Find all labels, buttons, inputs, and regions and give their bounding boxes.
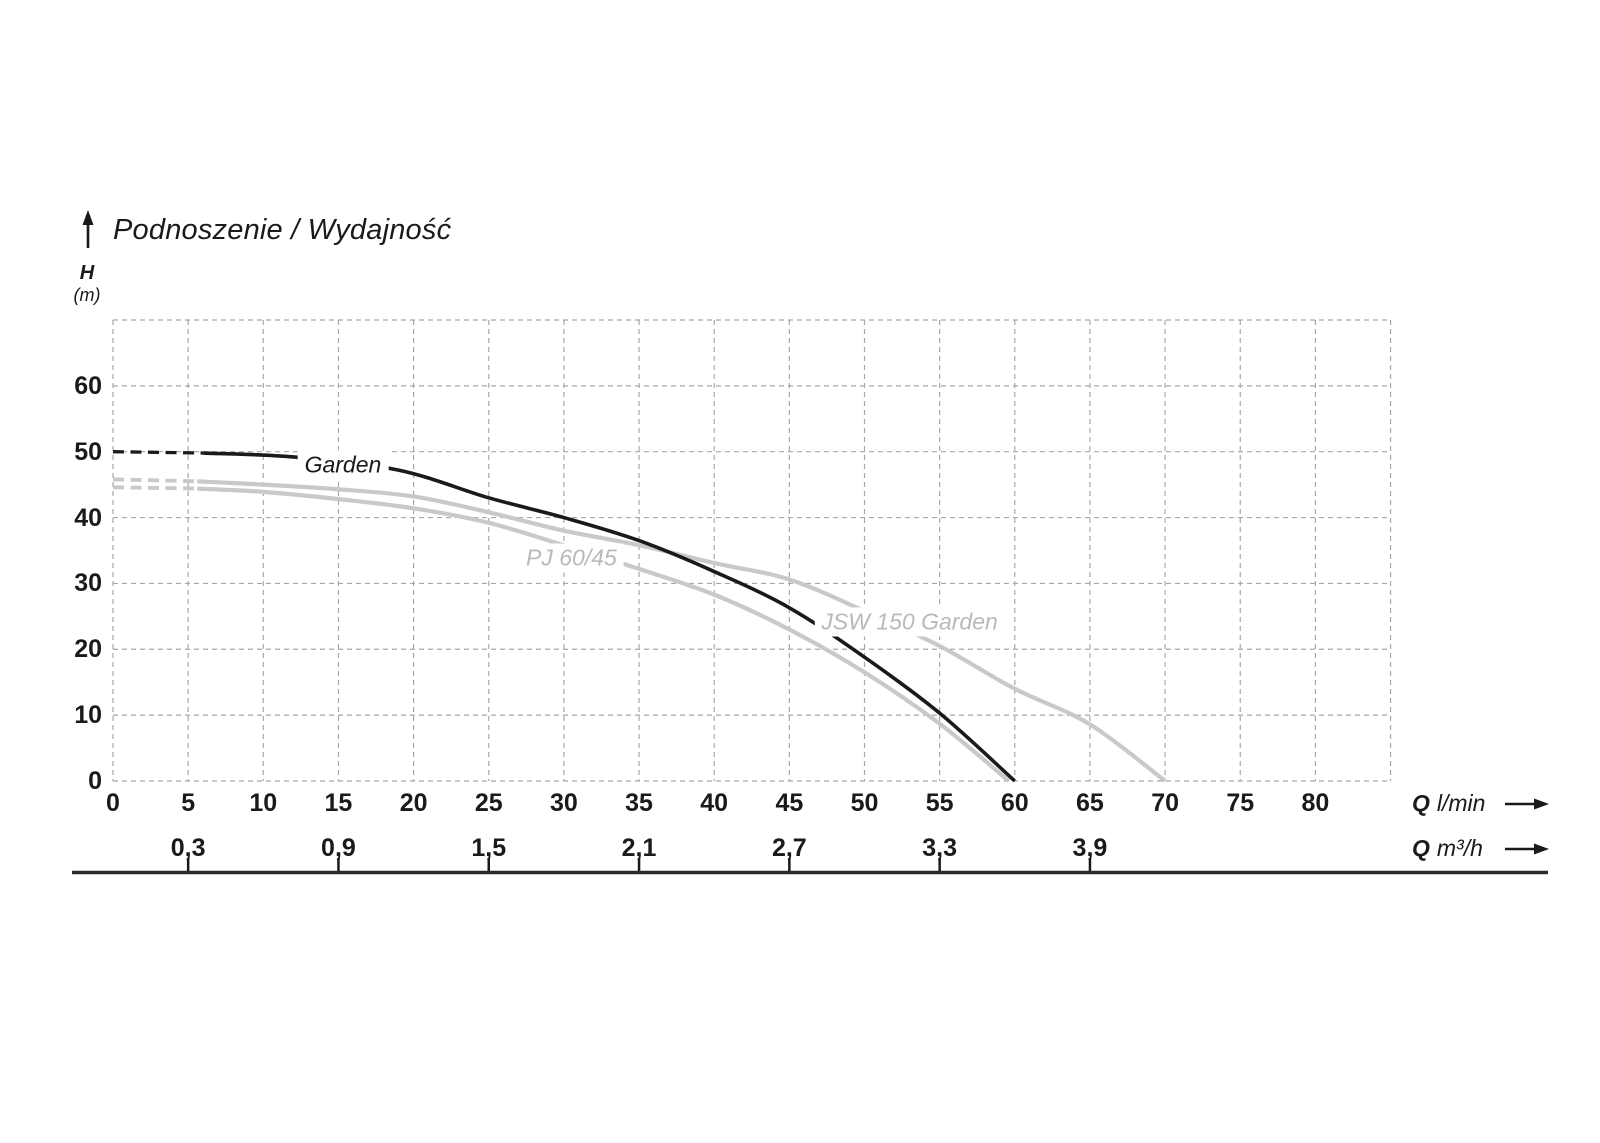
q-unit-m3h: m³/h <box>1436 835 1483 861</box>
x-tick-label-m3h: 0,9 <box>321 834 356 862</box>
chart-title: Podnoszenie / Wydajność <box>113 214 452 246</box>
curve-label-jsw-150-garden: JSW 150 Garden <box>814 607 1005 637</box>
x-tick-label-m3h: 1,5 <box>471 834 507 862</box>
x-tick-label-lmin: 10 <box>249 789 278 817</box>
y-axis-unit: (m) <box>73 285 101 305</box>
x-tick-label-lmin: 25 <box>474 789 503 817</box>
x-tick-label-m3h: 0,3 <box>170 834 206 862</box>
x-tick-label-m3h: 2,7 <box>771 834 807 862</box>
x-tick-label-m3h: 3,3 <box>922 834 958 862</box>
y-tick-label: 0 <box>88 767 102 795</box>
x-tick-label-lmin: 35 <box>625 789 653 817</box>
y-tick-label: 20 <box>74 635 102 664</box>
y-tick-label: 10 <box>74 701 102 730</box>
x-tick-label-lmin: 20 <box>399 789 428 817</box>
x-tick-label-lmin: 75 <box>1226 789 1255 817</box>
y-tick-label: 50 <box>74 437 102 466</box>
y-tick-label: 30 <box>74 569 102 598</box>
curve-jsw-150-garden <box>197 479 1167 783</box>
y-tick-label: 40 <box>74 503 102 532</box>
x-tick-label-lmin: 70 <box>1151 789 1179 817</box>
x-tick-label-lmin: 0 <box>106 789 120 817</box>
curve-dashed-garden <box>112 450 204 455</box>
x-tick-label-lmin: 45 <box>775 789 804 817</box>
q-symbol-lmin: Q <box>1412 790 1430 816</box>
y-axis-arrow-up-icon <box>82 210 94 248</box>
x-tick-label-lmin: 60 <box>1000 789 1029 817</box>
x-tick-label-lmin: 80 <box>1301 789 1330 817</box>
y-tick-label: 60 <box>74 371 102 400</box>
x-tick-label-lmin: 50 <box>850 789 879 817</box>
x-tick-label-lmin: 65 <box>1076 789 1104 817</box>
q-symbol-m3h: Q <box>1412 835 1430 861</box>
x-tick-label-m3h: 2,1 <box>621 834 657 862</box>
x-tick-label-lmin: 5 <box>181 789 196 817</box>
curve-label-pj-60-45: PJ 60/45 <box>519 543 624 573</box>
curve-dashed-jsw-150-garden <box>112 477 198 484</box>
y-axis-symbol: H <box>79 262 95 284</box>
x-axis-arrow-right-lmin-icon <box>1505 798 1549 810</box>
x-tick-label-lmin: 40 <box>700 789 729 817</box>
q-unit-lmin: l/min <box>1436 790 1486 816</box>
x-tick-label-lmin: 30 <box>549 789 578 817</box>
curve-label-garden: Garden <box>297 450 389 480</box>
curve-dashed-pj-60-45 <box>112 485 198 491</box>
x-axis-arrow-right-m3h-icon <box>1505 843 1549 855</box>
x-tick-label-m3h: 3,9 <box>1072 834 1108 862</box>
x-tick-label-lmin: 55 <box>925 789 954 817</box>
x-tick-label-lmin: 15 <box>324 789 353 817</box>
